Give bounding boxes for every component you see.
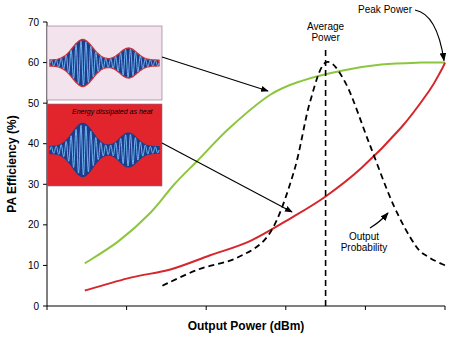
y-tick-label: 0: [33, 301, 39, 312]
chart: 0 10 20 30 40 50 60 70 Output Power (dBm) PA Effi…: [0, 0, 461, 338]
y-axis-label: PA Efficiency (%): [5, 115, 19, 212]
series-label: OutputProbability: [341, 231, 388, 253]
inset-1: [47, 26, 162, 100]
y-tick-label: 30: [28, 179, 40, 190]
inset-2: Energy dissipated as heat: [47, 104, 162, 186]
series-label-arrow: [370, 213, 388, 228]
y-tick-label: 10: [28, 260, 40, 271]
inset-envelope: [50, 124, 159, 177]
x-tick: [206, 306, 207, 310]
y-tick: [43, 306, 47, 307]
series-label-line: Probability: [341, 242, 388, 253]
y-tick-label: 50: [28, 98, 40, 109]
x-tick: [126, 306, 127, 310]
x-tick: [47, 306, 48, 310]
y-tick: [43, 265, 47, 266]
y-tick-label: 20: [28, 219, 40, 230]
y-tick-label: 60: [28, 57, 40, 68]
x-axis: [47, 306, 445, 307]
inset-arrow: [162, 143, 292, 212]
inset-waveform: [50, 125, 159, 175]
y-tick: [43, 143, 47, 144]
annotation-line: Power: [311, 32, 340, 43]
series-line: [162, 62, 445, 286]
y-tick-label: 70: [28, 17, 40, 28]
annotation-line: Average: [307, 21, 345, 32]
y-tick: [43, 22, 47, 23]
y-tick: [43, 62, 47, 63]
inset-background: [47, 26, 162, 100]
inset-caption: Energy dissipated as heat: [72, 108, 154, 116]
x-tick: [445, 306, 446, 310]
x-tick: [365, 306, 366, 310]
inset-waveform: [50, 41, 159, 85]
x-tick: [285, 306, 286, 310]
series-label-line: Output: [349, 231, 379, 242]
inset-arrow: [162, 57, 268, 91]
average-power-line: [325, 50, 327, 306]
y-tick-label: 40: [28, 138, 40, 149]
y-tick: [43, 224, 47, 225]
inset-background: [47, 104, 162, 186]
annotation: AveragePower: [307, 21, 345, 43]
annotation-arrow: [415, 10, 444, 61]
y-tick: [43, 103, 47, 104]
inset-envelope: [50, 40, 159, 87]
y-tick: [43, 184, 47, 185]
annotation: Peak Power: [358, 4, 413, 15]
x-axis-label: Output Power (dBm): [188, 319, 305, 333]
